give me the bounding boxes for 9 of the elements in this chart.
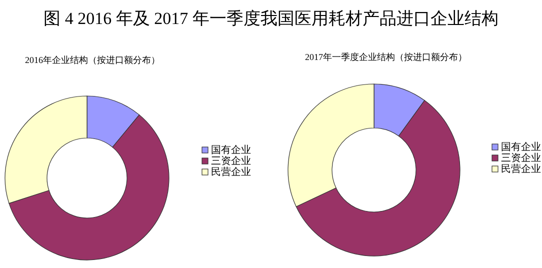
chart-title: 图 4 2016 年及 2017 年一季度我国医用耗材产品进口企业结构 — [44, 9, 498, 28]
chart-subtitle: 2016年企业结构（按进口额分布） — [25, 55, 160, 65]
legend-label: 民营企业 — [501, 163, 541, 175]
chart-title: 2017年一季度企业结构（按进口额分布） — [305, 52, 467, 62]
legend-label: 国有企业 — [501, 141, 541, 153]
legend-label: 三资企业 — [501, 152, 541, 164]
legend-label: 三资企业 — [211, 155, 251, 167]
legend-label: 民营企业 — [211, 166, 251, 178]
legend-label: 国有企业 — [211, 144, 251, 156]
